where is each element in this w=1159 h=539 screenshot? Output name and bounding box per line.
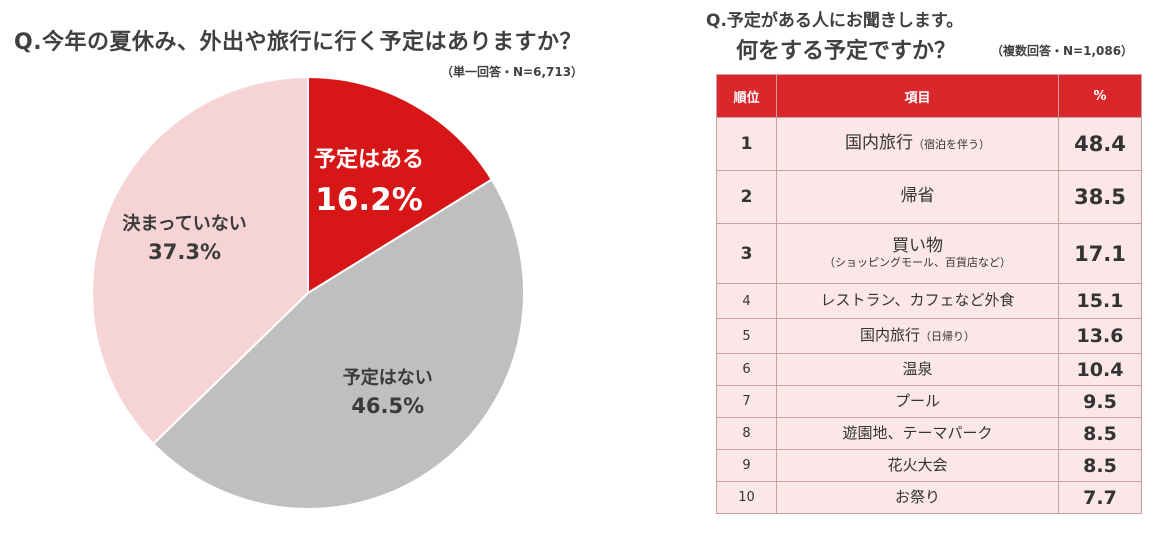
table-question-line2: 何をする予定ですか？	[736, 39, 957, 64]
header-item: 項目	[776, 74, 1059, 118]
row-percent: 48.4	[1058, 117, 1142, 171]
row-item-label: 温泉	[902, 359, 933, 378]
row-percent: 9.5	[1058, 385, 1142, 418]
table-row: 6 温泉 10.4	[716, 353, 1142, 386]
table-row: 2 帰省 38.5	[716, 170, 1142, 224]
row-item-label: 買い物	[892, 236, 943, 257]
pie-slice-value: 46.5%	[351, 394, 424, 418]
table-question-line1: Q.予定がある人にお聞きします。	[706, 11, 964, 31]
row-item-label: 遊園地、テーマパーク	[842, 423, 993, 442]
row-item-cell: 温泉	[776, 353, 1059, 386]
row-percent: 7.7	[1058, 481, 1142, 514]
header-pct: %	[1058, 74, 1142, 118]
row-item-cell: 帰省	[776, 170, 1059, 224]
pie-chart: 予定はある 16.2% 予定はない 46.5% 決まっていない 37.3%	[91, 75, 525, 510]
row-item-cell: プール	[776, 385, 1059, 418]
row-item-label: お祭り	[894, 487, 940, 506]
row-percent: 38.5	[1058, 170, 1142, 224]
row-item-label: レストラン、カフェなど外食	[820, 291, 1015, 310]
pie-slice	[307, 75, 494, 295]
row-item-cell: 国内旅行（宿泊を伴う）	[776, 117, 1059, 171]
row-item-label: 国内旅行	[845, 133, 913, 154]
row-item-note: （ショッピングモール、百貨店など）	[824, 255, 1011, 269]
table-body: 1 国内旅行（宿泊を伴う） 48.4 2 帰省 38.5 3 買い物 （ショッピングモール、百貨…	[716, 117, 1142, 514]
row-rank: 6	[716, 353, 777, 386]
row-percent: 13.6	[1058, 318, 1142, 354]
row-item-cell: お祭り	[776, 481, 1059, 514]
table-row: 7 プール 9.5	[716, 385, 1142, 418]
row-item-label: 帰省	[900, 186, 935, 207]
pie-question-title: Q.今年の夏休み、外出や旅行に行く予定はありますか？	[14, 30, 583, 55]
row-percent: 17.1	[1058, 223, 1142, 284]
pie-slice	[151, 178, 525, 510]
row-rank: 2	[716, 170, 777, 224]
table-row: 3 買い物 （ショッピングモール、百貨店など） 17.1	[716, 223, 1142, 284]
row-percent: 8.5	[1058, 449, 1142, 482]
row-percent: 10.4	[1058, 353, 1142, 386]
row-item-label: 国内旅行	[859, 326, 920, 345]
table-row: 5 国内旅行（日帰り） 13.6	[716, 318, 1142, 354]
row-rank: 1	[716, 117, 777, 171]
row-item-cell: 国内旅行（日帰り）	[776, 318, 1059, 354]
row-item-label: プール	[894, 391, 940, 410]
row-item-cell: 遊園地、テーマパーク	[776, 417, 1059, 450]
ranking-table: 順位 項目 % 1 国内旅行（宿泊を伴う） 48.4 2 帰省 38.5 3 買い物 （ショッピ…	[716, 74, 1142, 514]
row-item-note: （宿泊を伴う）	[913, 138, 990, 152]
row-rank: 4	[716, 283, 777, 319]
table-row: 10 お祭り 7.7	[716, 481, 1142, 514]
row-item-cell: レストラン、カフェなど外食	[776, 283, 1059, 319]
table-row: 8 遊園地、テーマパーク 8.5	[716, 417, 1142, 450]
row-item-note: （日帰り）	[920, 330, 975, 344]
pie-slice-label: 決まっていない	[122, 212, 246, 234]
pie-slice-label: 予定はある	[314, 147, 424, 173]
pie-slice-value: 16.2%	[315, 182, 423, 218]
row-item-label: 花火大会	[887, 455, 948, 474]
pie-slice-label: 予定はない	[343, 367, 433, 389]
row-item-cell: 買い物 （ショッピングモール、百貨店など）	[776, 223, 1059, 284]
row-rank: 5	[716, 318, 777, 354]
row-rank: 9	[716, 449, 777, 482]
row-percent: 8.5	[1058, 417, 1142, 450]
pie-sample-note: （単一回答・N=6,713）	[441, 65, 584, 79]
header-rank: 順位	[716, 74, 777, 118]
table-row: 1 国内旅行（宿泊を伴う） 48.4	[716, 117, 1142, 171]
row-rank: 3	[716, 223, 777, 284]
row-rank: 7	[716, 385, 777, 418]
table-header-row: 順位 項目 %	[716, 74, 1142, 118]
table-sample-note: （複数回答・N=1,086）	[991, 44, 1134, 58]
row-percent: 15.1	[1058, 283, 1142, 319]
table-row: 4 レストラン、カフェなど外食 15.1	[716, 283, 1142, 319]
pie-slice-value: 37.3%	[148, 240, 221, 264]
row-rank: 8	[716, 417, 777, 450]
row-rank: 10	[716, 481, 777, 514]
table-row: 9 花火大会 8.5	[716, 449, 1142, 482]
row-item-cell: 花火大会	[776, 449, 1059, 482]
pie-slice	[91, 75, 309, 446]
